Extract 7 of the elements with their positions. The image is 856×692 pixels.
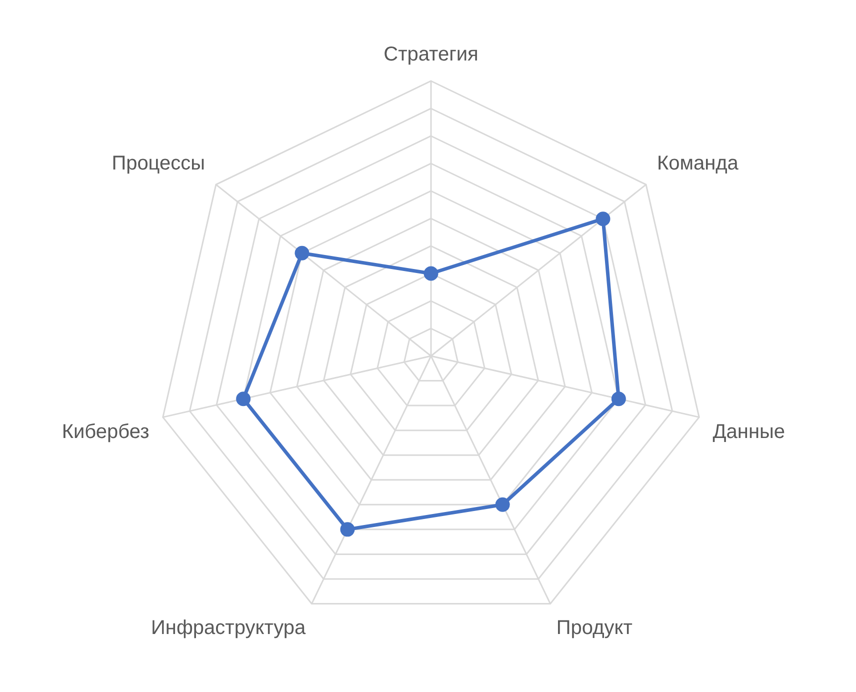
spoke-label: Процессы [112,152,206,174]
spoke-label: Кибербез [62,420,150,443]
spoke-label: Продукт [556,616,632,639]
spoke-label: Данные [712,420,786,443]
spoke-label: Команда [656,152,740,174]
spoke-label: Стратегия [384,44,478,66]
spoke-label: Инфраструктура [151,616,306,639]
